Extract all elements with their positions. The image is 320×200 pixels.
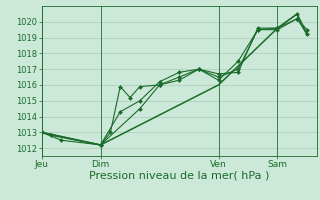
X-axis label: Pression niveau de la mer( hPa ): Pression niveau de la mer( hPa ) [89,171,269,181]
